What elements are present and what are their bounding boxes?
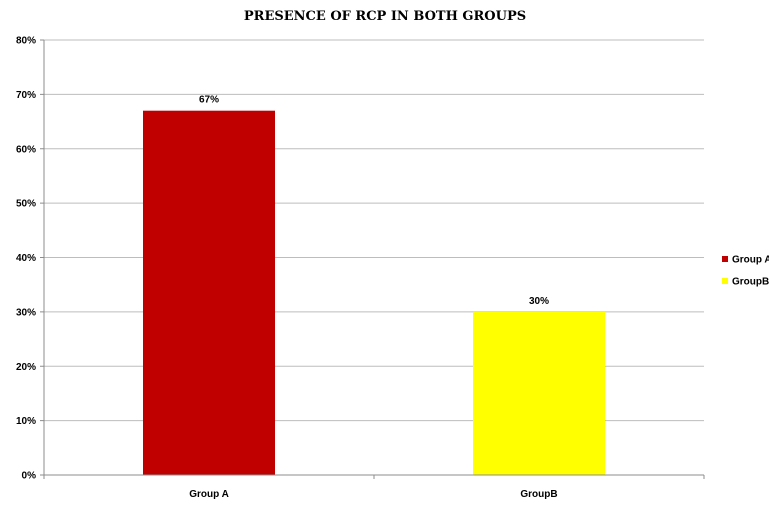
legend-swatch [722,278,728,284]
legend: Group A GroupB [722,255,769,288]
y-axis: 0% 10% 20% 30% 40% 50% 60% 70% 80% [16,36,45,482]
y-tick-label: 10% [16,416,36,427]
legend-swatch [722,256,728,262]
legend-label: GroupB [732,277,769,288]
y-tick-label: 60% [16,144,36,155]
x-tick-label: Group A [189,489,229,500]
y-tick-label: 0% [22,471,37,482]
y-tick-label: 70% [16,90,36,101]
data-label: 30% [529,296,549,307]
data-labels: 67% 30% [199,95,549,307]
bar [143,110,275,475]
y-tick-label: 80% [16,36,36,47]
x-tick-label: GroupB [520,489,557,500]
legend-label: Group A [732,255,769,266]
y-tick-label: 40% [16,253,36,264]
y-tick-label: 50% [16,199,36,210]
chart-title: PRESENCE OF RCP IN BOTH GROUPS [244,9,526,24]
bar [473,311,605,475]
y-tick-label: 20% [16,362,36,373]
data-label: 67% [199,95,219,106]
bars [143,110,605,475]
y-tick-label: 30% [16,307,36,318]
x-axis: Group A GroupB [43,474,705,500]
